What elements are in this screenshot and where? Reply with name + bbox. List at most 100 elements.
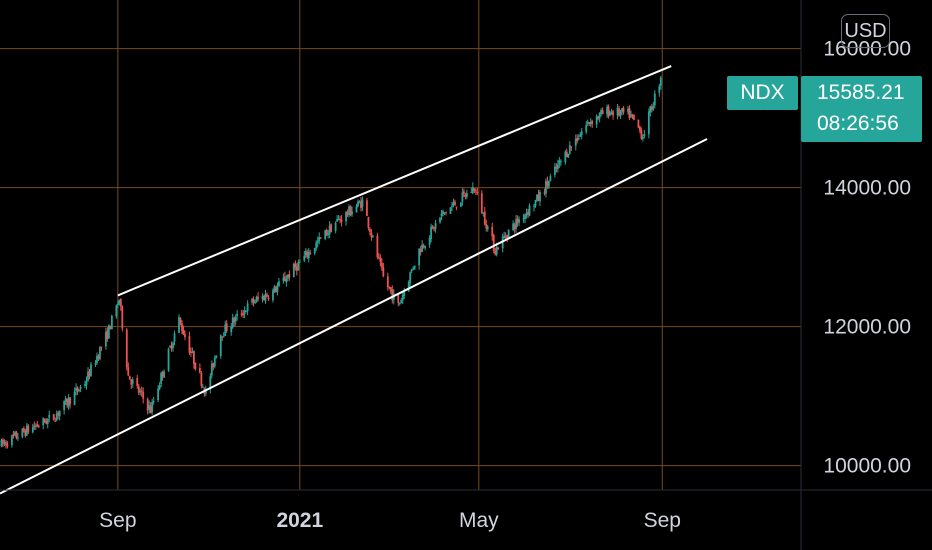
candle-body bbox=[512, 223, 515, 231]
candle-body bbox=[15, 431, 18, 439]
candle-body bbox=[380, 262, 383, 268]
candle-body bbox=[263, 295, 265, 301]
candle-body bbox=[391, 290, 394, 301]
candle-body bbox=[109, 326, 112, 330]
candle-body bbox=[43, 419, 46, 423]
candle-body bbox=[366, 200, 368, 216]
candle-body bbox=[191, 351, 194, 353]
candle-body bbox=[330, 224, 333, 233]
candle-body bbox=[639, 126, 641, 131]
candle-body bbox=[539, 191, 541, 202]
candle-body bbox=[63, 400, 66, 411]
candle-body bbox=[340, 219, 343, 222]
candle-body bbox=[564, 151, 567, 163]
candle-body bbox=[346, 212, 349, 215]
candle-body bbox=[73, 391, 76, 406]
candle-body bbox=[607, 106, 610, 117]
candle-body bbox=[555, 166, 558, 169]
candle-body bbox=[369, 229, 371, 232]
candle-body bbox=[355, 206, 358, 213]
candle-body bbox=[610, 112, 613, 114]
candle-body bbox=[339, 219, 341, 221]
candle-body bbox=[372, 235, 374, 237]
candle-body bbox=[152, 401, 155, 403]
candle-body bbox=[485, 223, 488, 229]
candle-body bbox=[236, 313, 239, 316]
candle-body bbox=[474, 190, 477, 192]
candle-body bbox=[198, 368, 201, 373]
candle-body bbox=[157, 388, 160, 401]
candle-body bbox=[149, 405, 152, 413]
candle-body bbox=[412, 268, 415, 270]
candle-body bbox=[5, 441, 7, 446]
candle-body bbox=[158, 385, 161, 390]
candle-body bbox=[653, 93, 656, 106]
candle-body bbox=[495, 246, 498, 255]
candle-body bbox=[127, 367, 130, 376]
candle-body bbox=[455, 206, 458, 208]
candle-body bbox=[650, 106, 653, 110]
candle-body bbox=[24, 430, 27, 436]
candle-body bbox=[257, 296, 259, 299]
candle-body bbox=[630, 114, 632, 117]
candle-body bbox=[513, 224, 516, 230]
candle-body bbox=[431, 225, 434, 228]
candle-body bbox=[379, 257, 382, 262]
candle-body bbox=[641, 136, 644, 140]
candle-body bbox=[600, 110, 603, 114]
candle-body bbox=[409, 272, 412, 283]
candle-body bbox=[295, 266, 298, 271]
candle-body bbox=[471, 187, 474, 194]
channel-lower-line bbox=[0, 138, 708, 495]
candle-body bbox=[507, 229, 510, 238]
candle-body bbox=[589, 122, 592, 125]
candle-body bbox=[533, 206, 535, 208]
candle-body bbox=[360, 201, 362, 209]
candle-body bbox=[201, 386, 204, 388]
candle-body bbox=[451, 205, 453, 207]
candle-body bbox=[434, 223, 437, 229]
candle-body bbox=[163, 371, 165, 378]
currency-label[interactable]: USD bbox=[841, 14, 890, 48]
candle-body bbox=[45, 421, 48, 424]
candle-body bbox=[576, 138, 579, 141]
candle-body bbox=[266, 294, 268, 297]
candle-body bbox=[579, 134, 582, 137]
candle-body bbox=[318, 237, 321, 242]
candle-body bbox=[580, 131, 583, 136]
candle-body bbox=[558, 160, 561, 164]
candle-body bbox=[659, 77, 662, 86]
candle-body bbox=[601, 110, 604, 115]
candle-body bbox=[118, 299, 121, 305]
candle-body bbox=[21, 428, 24, 437]
candle-body bbox=[219, 335, 222, 356]
candle-body bbox=[78, 390, 80, 392]
candle-body bbox=[494, 250, 497, 255]
candle-body bbox=[240, 313, 243, 316]
candle-body bbox=[452, 202, 455, 206]
candle-body bbox=[649, 106, 652, 113]
candle-body bbox=[119, 298, 122, 307]
candle-body bbox=[419, 249, 422, 253]
time-axis[interactable]: Sep 2021 May Sep bbox=[99, 509, 681, 532]
candle-body bbox=[125, 329, 128, 368]
candle-body bbox=[273, 286, 276, 292]
time-tick-label: 2021 bbox=[276, 509, 323, 532]
candle-body bbox=[128, 375, 131, 380]
candle-body bbox=[173, 333, 176, 342]
candle-body bbox=[403, 290, 406, 297]
candle-body bbox=[267, 297, 270, 300]
candle-body bbox=[221, 336, 224, 338]
candle-body bbox=[130, 379, 133, 385]
channel-upper-line bbox=[117, 65, 672, 297]
candle-body bbox=[278, 281, 280, 287]
candle-body bbox=[410, 269, 413, 272]
candle-body bbox=[597, 116, 600, 119]
candle-body bbox=[316, 241, 319, 243]
candle-body bbox=[142, 392, 145, 399]
candle-body bbox=[443, 212, 446, 214]
candle-body bbox=[303, 255, 306, 261]
candle-body bbox=[251, 298, 253, 303]
trend-channel[interactable] bbox=[0, 65, 708, 495]
candle-body bbox=[121, 306, 124, 329]
